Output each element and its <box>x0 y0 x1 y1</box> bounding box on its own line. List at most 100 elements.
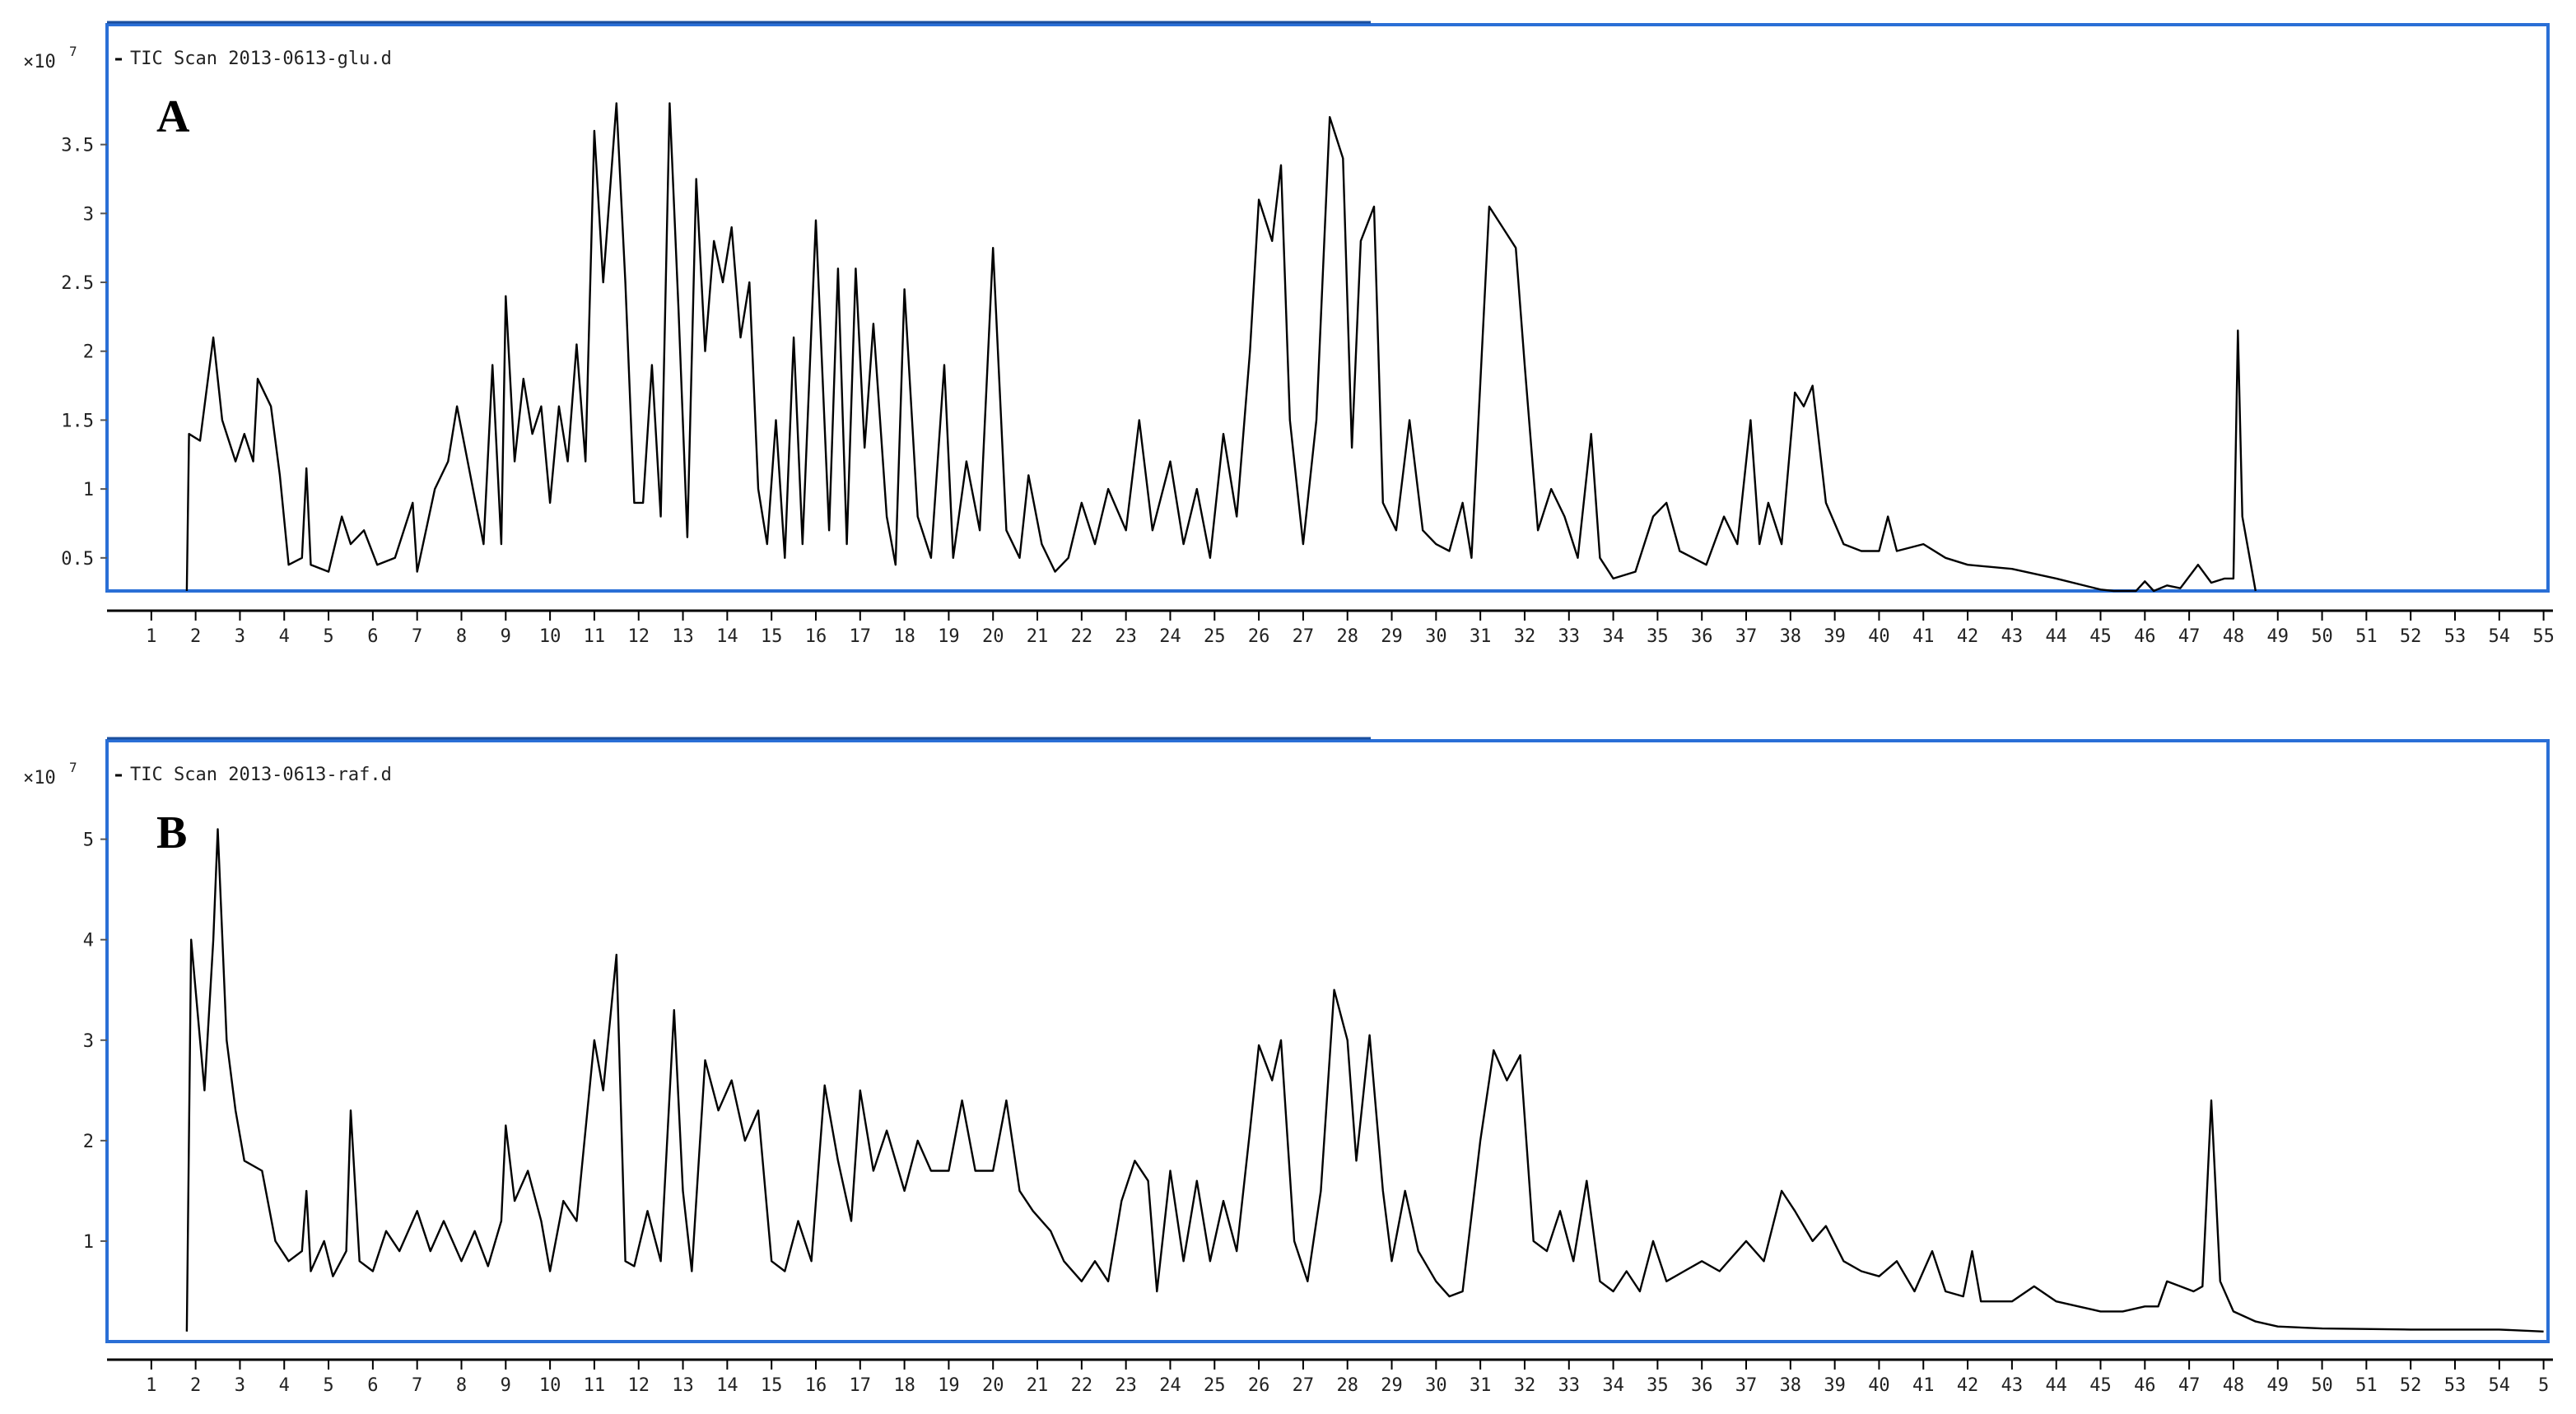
plot-frame <box>105 739 2550 1343</box>
x-tick-label: 51 <box>2355 626 2378 647</box>
x-tick-label: 14 <box>716 626 738 647</box>
x-tick-label: 45 <box>2089 1375 2112 1396</box>
x-tick-label: 49 <box>2267 626 2290 647</box>
x-tick-label: 46 <box>2134 1375 2156 1396</box>
x-tick-label: 53 <box>2444 626 2467 647</box>
x-tick-label: 2 <box>190 626 201 647</box>
x-tick-label: 37 <box>1735 1375 1758 1396</box>
x-tick-label: 54 <box>2489 626 2511 647</box>
x-tick-label: 37 <box>1735 626 1758 647</box>
x-tick-label: 16 <box>805 1375 827 1396</box>
x-tick-label: 27 <box>1293 626 1315 647</box>
x-tick-label: 9 <box>501 626 511 647</box>
y-tick-label: 2.5 <box>61 273 94 294</box>
x-tick-label: 39 <box>1824 626 1846 647</box>
x-tick-label: 31 <box>1470 1375 1492 1396</box>
x-tick-label: 6 <box>367 626 378 647</box>
x-tick-label: 51 <box>2355 1375 2378 1396</box>
x-tick-label: 28 <box>1336 626 1358 647</box>
x-tick-label: 13 <box>672 1375 694 1396</box>
y-tick-label: 0.5 <box>61 549 94 570</box>
x-tick-label: 48 <box>2223 1375 2245 1396</box>
x-tick-label: 47 <box>2178 1375 2201 1396</box>
y-axis-exponent: 7 <box>69 760 77 775</box>
x-tick-label: 32 <box>1514 626 1536 647</box>
x-tick-label: 2 <box>190 1375 201 1396</box>
x-tick-label: 16 <box>805 626 827 647</box>
y-axis-label: ×10 <box>23 768 56 788</box>
x-tick-label: 11 <box>584 626 606 647</box>
x-tick-label: 17 <box>850 626 872 647</box>
x-tick-label: 17 <box>850 1375 872 1396</box>
x-tick-label: 7 <box>412 626 422 647</box>
x-tick-label: 1 <box>146 626 156 647</box>
x-tick-label: 13 <box>672 626 694 647</box>
x-tick-label: 3 <box>235 626 245 647</box>
x-tick-label: 42 <box>1957 626 1979 647</box>
x-tick-label: 29 <box>1381 1375 1403 1396</box>
x-tick-label: 49 <box>2267 1375 2290 1396</box>
x-tick-label: 21 <box>1027 626 1049 647</box>
x-tick-label: 6 <box>367 1375 378 1396</box>
x-tick-label: 43 <box>2001 1375 2024 1396</box>
legend-label: TIC Scan 2013-0613-raf.d <box>130 765 392 785</box>
x-tick-label: 34 <box>1602 626 1624 647</box>
x-tick-label: 22 <box>1071 1375 1093 1396</box>
x-tick-label: 41 <box>1912 1375 1935 1396</box>
x-tick-label: 52 <box>2400 1375 2422 1396</box>
x-tick-label: 50 <box>2311 626 2333 647</box>
y-axis-exponent: 7 <box>69 44 77 59</box>
x-tick-label: 19 <box>938 626 960 647</box>
y-tick-label: 2 <box>83 1132 94 1152</box>
x-tick-label: 54 <box>2489 1375 2511 1396</box>
x-tick-label: 27 <box>1293 1375 1315 1396</box>
x-tick-label: 22 <box>1071 626 1093 647</box>
x-tick-label: 52 <box>2400 626 2422 647</box>
x-tick-label: 24 <box>1159 626 1181 647</box>
x-tick-label: 9 <box>501 1375 511 1396</box>
x-tick-label: 35 <box>1647 1375 1669 1396</box>
x-tick-label: 5 <box>2538 1375 2549 1396</box>
chromatogram-line <box>185 828 2544 1333</box>
x-tick-label: 25 <box>1204 626 1226 647</box>
x-tick-label: 44 <box>2045 1375 2067 1396</box>
panel-label: B <box>156 807 187 858</box>
x-tick-label: 5 <box>323 1375 333 1396</box>
x-tick-label: 8 <box>456 626 467 647</box>
x-tick-label: 30 <box>1425 626 1447 647</box>
x-tick-label: 18 <box>893 626 915 647</box>
x-tick-label: 23 <box>1115 1375 1137 1396</box>
x-tick-label: 24 <box>1159 1375 1181 1396</box>
y-tick-label: 1 <box>83 480 94 500</box>
x-tick-label: 46 <box>2134 626 2156 647</box>
x-tick-label: 36 <box>1691 1375 1713 1396</box>
x-tick-label: 50 <box>2311 1375 2333 1396</box>
y-tick-label: 5 <box>83 830 94 851</box>
x-tick-label: 19 <box>938 1375 960 1396</box>
x-tick-label: 30 <box>1425 1375 1447 1396</box>
y-axis-label: ×10 <box>23 52 56 72</box>
x-tick-label: 12 <box>627 1375 650 1396</box>
x-tick-label: 35 <box>1647 626 1669 647</box>
x-tick-label: 26 <box>1248 1375 1270 1396</box>
x-tick-label: 15 <box>761 1375 783 1396</box>
x-tick-label: 44 <box>2045 626 2067 647</box>
x-tick-label: 5 <box>323 626 333 647</box>
y-tick-label: 2 <box>83 342 94 363</box>
panel-label: A <box>156 91 190 142</box>
x-tick-label: 31 <box>1470 626 1492 647</box>
legend-label: TIC Scan 2013-0613-glu.d <box>130 49 392 69</box>
x-tick-label: 28 <box>1336 1375 1358 1396</box>
x-tick-label: 41 <box>1912 626 1935 647</box>
x-tick-label: 34 <box>1602 1375 1624 1396</box>
y-tick-label: 3 <box>83 1031 94 1052</box>
x-tick-label: 53 <box>2444 1375 2467 1396</box>
x-tick-label: 48 <box>2223 626 2245 647</box>
x-tick-label: 32 <box>1514 1375 1536 1396</box>
plot-frame <box>105 23 2550 593</box>
x-tick-label: 8 <box>456 1375 467 1396</box>
x-tick-label: 40 <box>1868 626 1890 647</box>
x-tick-label: 4 <box>279 1375 290 1396</box>
x-tick-label: 40 <box>1868 1375 1890 1396</box>
